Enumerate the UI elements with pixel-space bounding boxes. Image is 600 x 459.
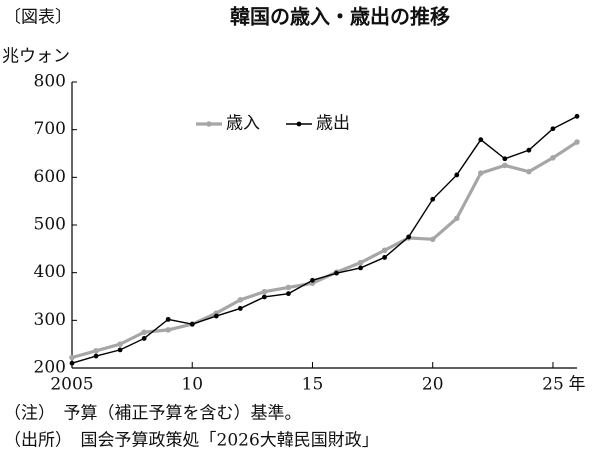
source: （出所） 国会予算政策処「2026大韓民国財政」 [4, 431, 379, 451]
point [93, 353, 99, 359]
legend-label: 歳入 [226, 114, 260, 134]
point [430, 196, 436, 202]
point [237, 306, 243, 311]
point [261, 288, 268, 295]
point [358, 265, 363, 271]
point [526, 147, 532, 153]
point [502, 162, 508, 169]
legend-label: 歳出 [316, 114, 350, 134]
point [381, 247, 388, 254]
point [550, 154, 556, 161]
point [574, 113, 580, 119]
point [310, 277, 315, 283]
point [286, 291, 291, 297]
legend-marker [296, 121, 302, 127]
y-tick-label: 400 [34, 262, 66, 282]
x-tick-label: 15 [302, 375, 324, 395]
point [478, 137, 484, 143]
point [454, 172, 460, 178]
point [165, 327, 171, 333]
series-line [71, 115, 578, 364]
point [285, 284, 292, 291]
point [382, 255, 388, 260]
y-tick-label: 600 [34, 167, 66, 187]
point [261, 294, 267, 300]
point [478, 170, 484, 176]
x-unit: 年 [568, 375, 585, 395]
point [213, 313, 219, 319]
point [406, 234, 412, 240]
x-tick-label: 25 [542, 375, 564, 395]
y-axis-label: 兆ウォン [2, 47, 70, 67]
y-tick-label: 200 [34, 358, 66, 378]
note: （注） 予算（補正予算を含む）基準。 [4, 404, 302, 424]
point [357, 259, 364, 266]
point [69, 354, 75, 361]
point [141, 329, 147, 336]
point [453, 215, 460, 222]
x-tick-label: 10 [181, 375, 203, 395]
point [117, 341, 123, 347]
legend-marker [206, 121, 212, 127]
series-line [71, 140, 578, 360]
point [502, 156, 508, 162]
y-tick-label: 700 [34, 119, 66, 139]
point [550, 126, 556, 132]
point [165, 316, 171, 322]
point [117, 347, 123, 353]
point [189, 321, 195, 327]
point [69, 360, 75, 366]
x-tick-label: 2005 [50, 375, 93, 395]
point [237, 297, 244, 303]
y-tick-label: 500 [34, 215, 66, 235]
figure-label: 〔図表〕 [4, 8, 72, 28]
point [334, 270, 339, 276]
y-tick-label: 300 [34, 310, 66, 330]
y-tick-label: 800 [34, 72, 66, 92]
point [574, 139, 580, 145]
chart-title: 韓国の歳入・歳出の推移 [230, 5, 450, 29]
point [93, 348, 99, 354]
point [141, 336, 147, 341]
point [429, 236, 436, 243]
x-tick-label: 20 [422, 375, 444, 395]
point [526, 168, 532, 175]
